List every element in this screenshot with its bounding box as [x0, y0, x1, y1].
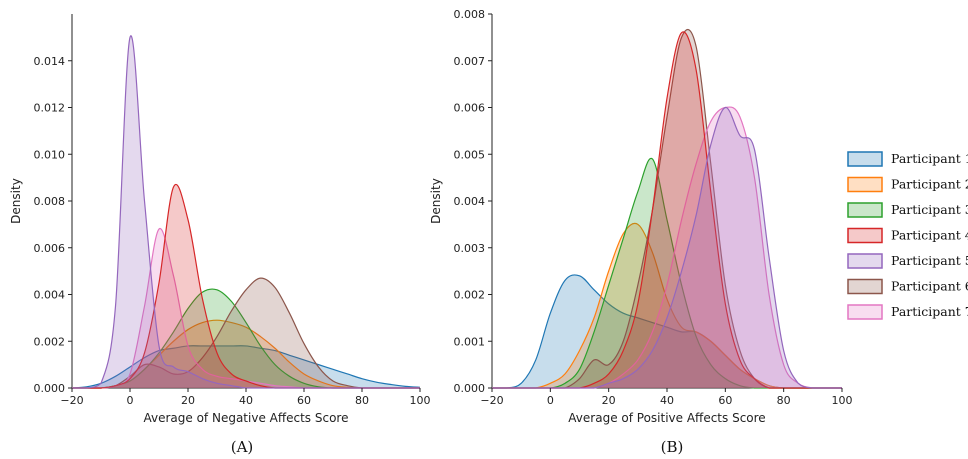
participant-6-density-area [492, 29, 842, 388]
x-tick-label: 0 [547, 394, 554, 407]
participant-2-density-area [72, 320, 420, 388]
participant-5-density-area [72, 35, 420, 389]
participant-6-density-area [72, 278, 420, 388]
y-tick-label: 0.008 [34, 195, 66, 208]
participant-2-density-area [492, 223, 842, 388]
legend-label-participant-3: Participant 3 [891, 202, 968, 217]
participant-5-density-line [71, 35, 420, 389]
legend-label-participant-6: Participant 6 [891, 279, 968, 294]
y-axis-label: Density [9, 178, 23, 224]
legend-swatch-participant-2 [847, 176, 883, 193]
y-tick-label: 0.004 [454, 195, 486, 208]
legend-swatch-participant-6 [847, 278, 883, 295]
participant-5-density-area [492, 107, 842, 388]
x-tick-label: 0 [127, 394, 134, 407]
y-tick-label: 0.002 [34, 335, 66, 348]
legend-label-participant-4: Participant 4 [891, 228, 968, 243]
y-tick-label: 0.004 [34, 289, 66, 302]
participant-3-density-area [492, 158, 842, 388]
x-tick-label: 20 [181, 394, 195, 407]
panel-label: (A) [231, 438, 254, 456]
x-tick-label: 100 [410, 394, 431, 407]
participant-1-density-area [72, 345, 420, 388]
legend-label-participant-5: Participant 5 [891, 253, 968, 268]
legend-label-participant-7: Participant 7 [891, 304, 968, 319]
x-tick-label: 20 [602, 394, 616, 407]
y-tick-label: 0.012 [34, 102, 66, 115]
x-tick-label: 80 [777, 394, 791, 407]
y-tick-label: 0.010 [34, 148, 66, 161]
participant-1-density-area [492, 274, 842, 388]
x-tick-label: −20 [480, 394, 503, 407]
legend-label-participant-1: Participant 1 [891, 151, 968, 166]
y-tick-label: 0.006 [454, 102, 486, 115]
y-tick-label: 0.008 [454, 8, 486, 21]
x-tick-label: 40 [239, 394, 253, 407]
legend-label-participant-2: Participant 2 [891, 177, 968, 192]
y-tick-label: 0.002 [454, 289, 486, 302]
participant-4-density-area [492, 31, 842, 389]
legend-swatch-participant-1 [847, 151, 883, 167]
legend-swatch-participant-5 [847, 253, 883, 269]
y-tick-label: 0.003 [454, 242, 486, 255]
legend-swatch-participant-7 [847, 304, 883, 320]
y-tick-label: 0.000 [454, 382, 486, 395]
panel-label: (B) [661, 438, 684, 456]
y-tick-label: 0.014 [34, 55, 66, 68]
x-tick-label: 80 [355, 394, 369, 407]
y-axis-label: Density [429, 178, 443, 224]
legend: Participant 1 Participant 2 Participant 3 P… [847, 151, 968, 320]
legend-swatch-participant-3 [847, 202, 883, 218]
x-axis-label: Average of Positive Affects Score [568, 411, 765, 425]
panel-a-negative-affects: −20 0 20 40 60 80 100 0.000 0.002 0.004 0.006 0.008… [9, 14, 431, 456]
panel-b-positive-affects: −20 0 20 40 60 80 100 0.000 0.001 0.002 0.003 0.004… [429, 8, 853, 456]
participant-4-density-area [72, 184, 420, 388]
participant-1-density-line [71, 345, 421, 389]
x-tick-label: −20 [60, 394, 83, 407]
y-tick-label: 0.000 [34, 382, 66, 395]
y-tick-label: 0.001 [454, 335, 486, 348]
participant-3-density-area [72, 289, 420, 388]
x-axis-label: Average of Negative Affects Score [144, 411, 349, 425]
x-tick-label: 60 [718, 394, 732, 407]
x-tick-label: 100 [832, 394, 853, 407]
participant-7-density-area [492, 106, 842, 389]
x-tick-label: 40 [660, 394, 674, 407]
legend-swatch-participant-4 [847, 227, 883, 244]
y-tick-label: 0.006 [34, 242, 66, 255]
x-tick-label: 60 [297, 394, 311, 407]
y-tick-label: 0.007 [454, 55, 486, 68]
y-tick-label: 0.005 [454, 148, 486, 161]
